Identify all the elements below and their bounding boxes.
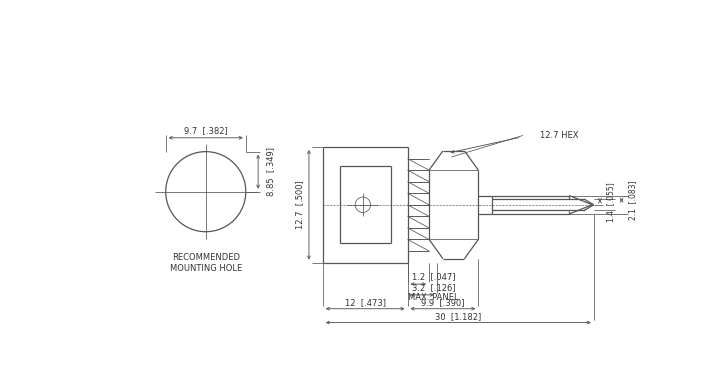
Text: 8.85  [.349]: 8.85 [.349]	[266, 147, 275, 196]
Text: 1.4  [.055]: 1.4 [.055]	[606, 183, 616, 222]
Text: 9.7  [.382]: 9.7 [.382]	[184, 126, 228, 135]
Text: 12.7  [.500]: 12.7 [.500]	[295, 180, 304, 229]
Text: 12.7 HEX: 12.7 HEX	[540, 131, 578, 140]
Text: 12  [.473]: 12 [.473]	[345, 298, 386, 307]
Text: RECOMMENDED
MOUNTING HOLE: RECOMMENDED MOUNTING HOLE	[170, 253, 242, 273]
Text: MAX. PANEL: MAX. PANEL	[408, 293, 459, 302]
Text: 2.1  [.083]: 2.1 [.083]	[628, 180, 636, 220]
Text: 1.2  [.047]: 1.2 [.047]	[412, 272, 456, 281]
Text: 9.9  [.390]: 9.9 [.390]	[421, 298, 464, 307]
Text: 30  [1.182]: 30 [1.182]	[435, 312, 482, 321]
Text: 3.2  [.126]: 3.2 [.126]	[412, 283, 456, 292]
